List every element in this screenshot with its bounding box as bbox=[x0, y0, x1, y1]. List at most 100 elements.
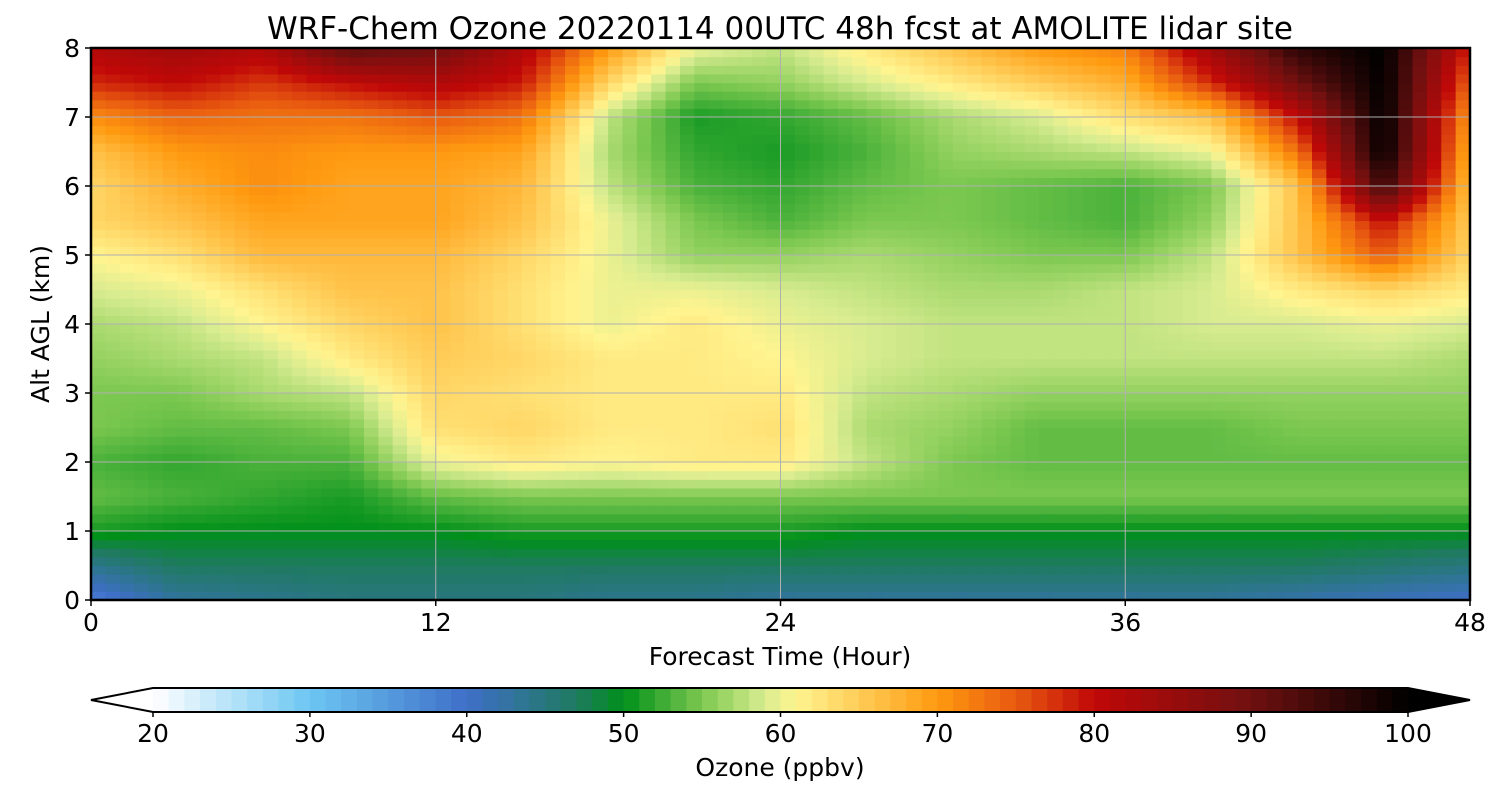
heatmap-cell bbox=[1125, 479, 1141, 489]
heatmap-cell bbox=[191, 418, 207, 429]
heatmap-cell bbox=[1441, 513, 1457, 523]
heatmap-cell bbox=[177, 177, 193, 187]
heatmap-cell bbox=[1168, 341, 1184, 351]
heatmap-cell bbox=[277, 375, 293, 385]
heatmap-cell bbox=[263, 237, 279, 247]
heatmap-cell bbox=[1082, 410, 1098, 420]
heatmap-cell bbox=[191, 556, 207, 567]
heatmap-cell bbox=[995, 315, 1011, 325]
heatmap-cell bbox=[593, 160, 609, 170]
heatmap-cell bbox=[852, 384, 868, 394]
heatmap-cell bbox=[1139, 280, 1155, 291]
heatmap-cell bbox=[694, 315, 710, 325]
heatmap-cell bbox=[1082, 539, 1098, 549]
heatmap-cell bbox=[794, 263, 810, 273]
heatmap-cell bbox=[536, 444, 552, 454]
heatmap-cell bbox=[191, 565, 207, 575]
heatmap-cell bbox=[1125, 513, 1141, 523]
heatmap-cell bbox=[349, 531, 365, 541]
heatmap-cell bbox=[119, 418, 135, 429]
heatmap-cell bbox=[320, 246, 336, 256]
heatmap-cell bbox=[780, 505, 796, 515]
heatmap-cell bbox=[521, 324, 537, 334]
heatmap-cell bbox=[608, 539, 624, 549]
heatmap-cell bbox=[995, 263, 1011, 273]
chart-title: WRF-Chem Ozone 20220114 00UTC 48h fcst a… bbox=[267, 11, 1293, 47]
heatmap-cell bbox=[536, 237, 552, 247]
heatmap-cell bbox=[320, 349, 336, 360]
heatmap-cell bbox=[162, 574, 178, 584]
heatmap-cell bbox=[938, 341, 954, 351]
heatmap-cell bbox=[1412, 358, 1428, 368]
heatmap-cell bbox=[694, 220, 710, 230]
heatmap-cell bbox=[1355, 160, 1371, 170]
heatmap-cell bbox=[665, 556, 681, 567]
heatmap-cell bbox=[1024, 505, 1040, 515]
heatmap-cell bbox=[593, 203, 609, 213]
heatmap-cell bbox=[1182, 384, 1198, 394]
heatmap-cell bbox=[1254, 462, 1270, 472]
heatmap-cell bbox=[1283, 574, 1299, 584]
heatmap-cell bbox=[1355, 375, 1371, 385]
heatmap-cell bbox=[249, 263, 264, 273]
heatmap-cell bbox=[162, 375, 178, 385]
heatmap-cell bbox=[249, 246, 264, 256]
heatmap-cell bbox=[349, 487, 365, 498]
heatmap-cell bbox=[1082, 160, 1098, 170]
heatmap-cell bbox=[651, 332, 667, 342]
heatmap-cell bbox=[234, 436, 250, 446]
heatmap-cell bbox=[1383, 574, 1399, 584]
heatmap-cell bbox=[708, 496, 724, 506]
heatmap-cell bbox=[1398, 496, 1414, 506]
heatmap-cell bbox=[1168, 470, 1184, 480]
heatmap-cell bbox=[809, 574, 825, 584]
heatmap-cell bbox=[1254, 548, 1270, 558]
heatmap-cell bbox=[320, 315, 336, 325]
heatmap-cell bbox=[234, 470, 250, 480]
heatmap-cell bbox=[924, 324, 940, 334]
heatmap-cell bbox=[565, 591, 580, 600]
heatmap-cell bbox=[1197, 272, 1213, 282]
heatmap-cell bbox=[737, 548, 753, 558]
heatmap-cell bbox=[1067, 496, 1083, 506]
heatmap-cell bbox=[450, 358, 466, 368]
heatmap-cell bbox=[823, 220, 839, 230]
heatmap-cell bbox=[119, 384, 135, 394]
heatmap-cell bbox=[148, 418, 164, 429]
heatmap-cell bbox=[134, 522, 150, 532]
heatmap-cell bbox=[1110, 436, 1126, 446]
heatmap-cell bbox=[679, 272, 695, 282]
heatmap-cell bbox=[1268, 444, 1284, 454]
heatmap-cell bbox=[349, 470, 365, 480]
heatmap-cell bbox=[579, 393, 595, 403]
heatmap-cell bbox=[162, 444, 178, 454]
heatmap-cell bbox=[234, 496, 250, 506]
heatmap-cell bbox=[220, 211, 236, 222]
heatmap-cell bbox=[1383, 263, 1399, 273]
heatmap-cell bbox=[1197, 539, 1213, 549]
heatmap-cell bbox=[148, 384, 164, 394]
heatmap-cell bbox=[809, 487, 825, 498]
heatmap-cell bbox=[1297, 229, 1313, 239]
heatmap-cell bbox=[320, 556, 336, 567]
heatmap-cell bbox=[924, 393, 940, 403]
heatmap-cell bbox=[794, 289, 810, 299]
heatmap-cell bbox=[550, 203, 566, 213]
heatmap-cell bbox=[679, 358, 695, 368]
heatmap-cell bbox=[1268, 556, 1284, 567]
heatmap-cell bbox=[1254, 186, 1270, 196]
heatmap-cell bbox=[967, 211, 983, 222]
heatmap-cell bbox=[766, 427, 782, 437]
heatmap-cell bbox=[981, 367, 997, 377]
heatmap-cell bbox=[1311, 211, 1327, 222]
heatmap-cell bbox=[1455, 496, 1470, 506]
heatmap-cell bbox=[421, 332, 437, 342]
heatmap-cell bbox=[220, 298, 236, 308]
heatmap-cell bbox=[1110, 539, 1126, 549]
heatmap-cell bbox=[306, 418, 322, 429]
heatmap-cell bbox=[493, 306, 509, 316]
heatmap-cell bbox=[881, 194, 897, 204]
heatmap-cell bbox=[1412, 479, 1428, 489]
heatmap-cell bbox=[636, 522, 652, 532]
heatmap-cell bbox=[205, 470, 221, 480]
